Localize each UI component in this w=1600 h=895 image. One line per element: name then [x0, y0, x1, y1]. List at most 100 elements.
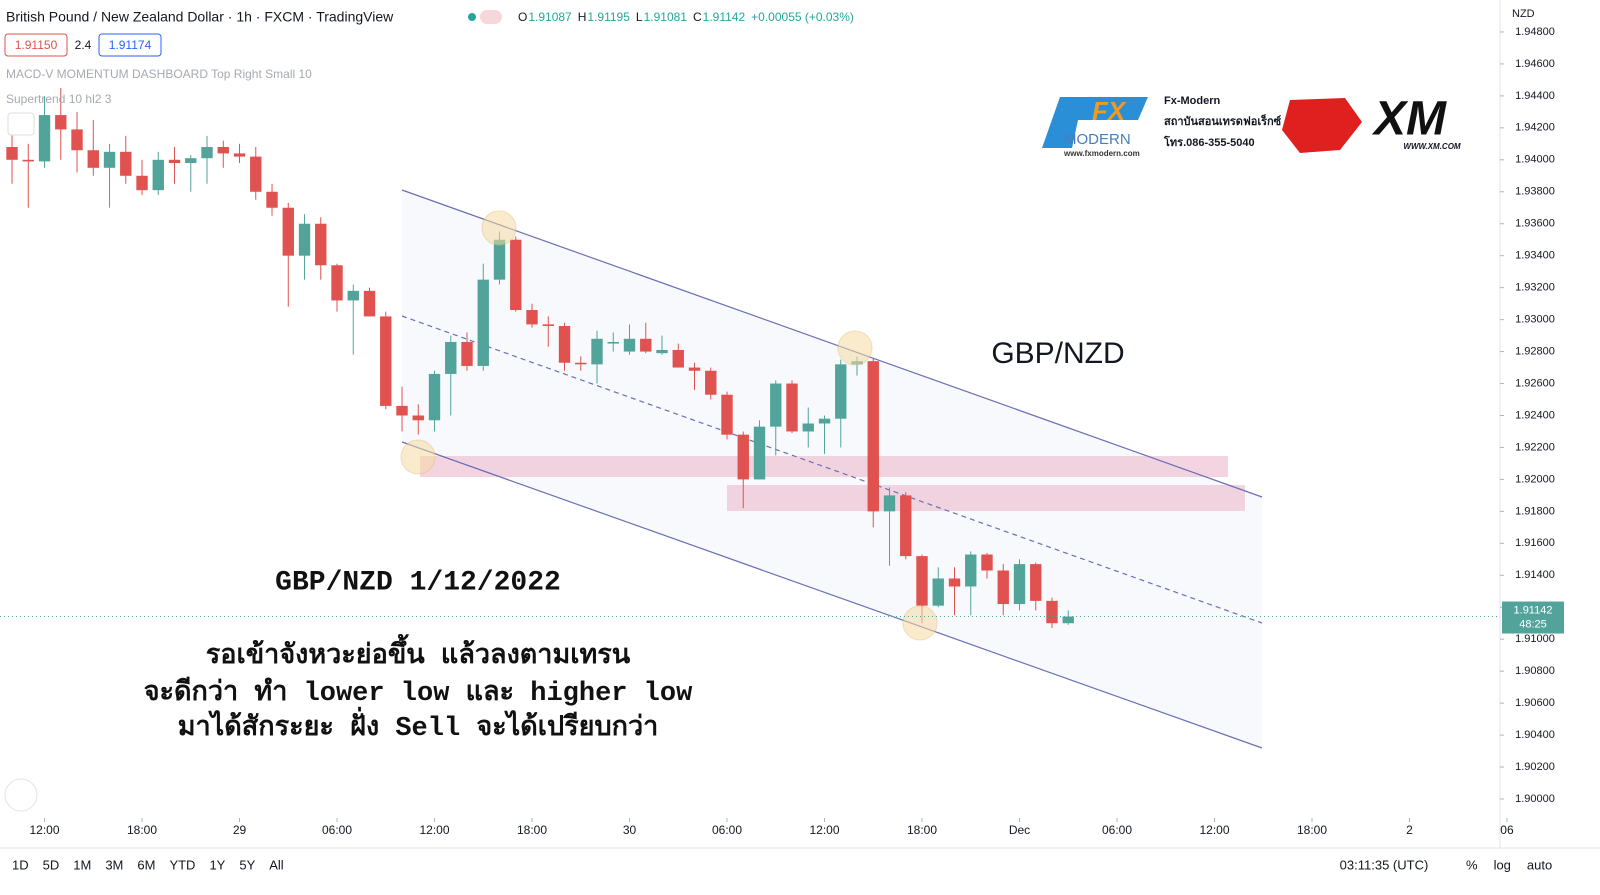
candle-body	[233, 153, 246, 157]
logo-shape	[1042, 97, 1148, 148]
y-tick-label: 1.91000	[1515, 633, 1555, 645]
candle-body	[753, 426, 766, 480]
indicator: MACD-V MOMENTUM DASHBOARD Top Right Smal…	[6, 67, 312, 81]
candle-body	[445, 341, 457, 374]
candle-body	[6, 147, 18, 160]
range-button[interactable]: 1M	[73, 857, 91, 872]
candle-body	[136, 175, 148, 191]
candle-body	[412, 415, 424, 421]
ohlc-value: 1.91142	[703, 10, 746, 24]
candle-body	[298, 223, 311, 256]
x-tick-label: 2	[1406, 823, 1413, 837]
logo-fx: FX MODERN www.fxmodern.com Fx-Modern สถา…	[1042, 95, 1282, 158]
range-button[interactable]: 1D	[12, 857, 29, 872]
candle-body	[168, 159, 181, 163]
y-tick-label: 1.94000	[1515, 154, 1555, 166]
logo-text: WWW.XM.COM	[1403, 142, 1461, 151]
candle-body	[916, 556, 928, 606]
option-button[interactable]: auto	[1527, 857, 1552, 872]
marker	[481, 210, 517, 246]
candle-body	[55, 115, 67, 130]
x-tick-label: 18:00	[1297, 823, 1327, 837]
marker	[902, 605, 938, 641]
candle-body	[623, 338, 636, 352]
channel-line	[401, 441, 1263, 749]
currency[interactable]: NZD	[1512, 8, 1535, 20]
marker	[400, 439, 436, 475]
range-button[interactable]: All	[269, 857, 284, 872]
symbol-title: British Pound / New Zealand Dollar · 1h …	[6, 9, 394, 25]
candle-body	[526, 310, 538, 325]
x-tick-label: 06:00	[712, 823, 742, 837]
last-price-box	[1502, 601, 1564, 634]
indicator: Supertrend 10 hl2 3	[6, 92, 112, 106]
ohlc-key: C	[693, 10, 702, 24]
range-button[interactable]: 1Y	[209, 857, 225, 872]
option-button[interactable]: %	[1466, 857, 1478, 872]
ohlc-change: +0.00055 (+0.03%)	[751, 10, 854, 24]
candle-body	[461, 341, 473, 366]
y-tick-label: 1.90800	[1515, 665, 1555, 677]
candle-body	[347, 290, 359, 301]
range-button[interactable]: 6M	[137, 857, 155, 872]
logo-text: FX	[1092, 96, 1127, 126]
range-button[interactable]: 3M	[105, 857, 123, 872]
candle-body	[380, 316, 392, 406]
clock: 03:11:35 (UTC)	[1340, 857, 1429, 872]
candle-body	[1062, 616, 1074, 624]
x-tick-label: 18:00	[127, 823, 157, 837]
y-tick-label: 1.94800	[1515, 26, 1555, 38]
y-tick-label: 1.91400	[1515, 569, 1555, 581]
annotation: จะดีกว่า ทำ lower low และ higher low	[144, 676, 693, 709]
range-button[interactable]: 5Y	[239, 857, 255, 872]
candle-body	[185, 158, 197, 163]
logo-text: โทร.086-355-5040	[1163, 135, 1255, 149]
candle-body	[932, 578, 944, 606]
x-tick-label: 12:00	[809, 823, 839, 837]
candles	[6, 87, 1074, 629]
x-tick-label: 12:00	[1199, 823, 1229, 837]
ask-box[interactable]	[98, 33, 162, 57]
y-tick-label: 1.90000	[1515, 793, 1555, 805]
candle-body	[640, 338, 652, 352]
ohlc-key: O	[518, 10, 527, 24]
option-button[interactable]: log	[1494, 857, 1511, 872]
candle-body	[428, 373, 441, 421]
x-tick-label: 06	[1500, 823, 1514, 837]
marker	[837, 330, 873, 366]
candle-body	[981, 554, 993, 571]
candle-body	[120, 151, 132, 176]
y-tick-label: 1.93600	[1515, 218, 1555, 230]
y-tick-label: 1.92000	[1515, 473, 1555, 485]
candle-body	[997, 570, 1009, 605]
y-tick-label: 1.92600	[1515, 377, 1555, 389]
y-tick-label: 1.92200	[1515, 441, 1555, 453]
candle-body	[71, 129, 83, 151]
annotation: มาได้สักระยะ ฝั่ง Sell จะได้เปรียบกว่า	[178, 706, 659, 744]
y-tick-label: 1.91800	[1515, 505, 1555, 517]
bid-box[interactable]	[4, 33, 68, 57]
x-tick-label: 18:00	[907, 823, 937, 837]
candle-body	[282, 207, 294, 256]
range-button[interactable]: 5D	[43, 857, 60, 872]
candle-body	[672, 349, 684, 368]
channel-line	[401, 189, 1263, 498]
countdown: 48:25	[1519, 618, 1547, 630]
y-tick-label: 1.92400	[1515, 409, 1555, 421]
candle-body	[22, 159, 34, 162]
candle-body	[315, 223, 327, 266]
candle-body	[737, 434, 749, 480]
candle-body	[266, 191, 278, 208]
range-button[interactable]: YTD	[169, 857, 195, 872]
collapse-button[interactable]	[7, 112, 35, 136]
tv-logo	[4, 778, 38, 812]
candle-body	[363, 290, 376, 317]
y-tick-label: 1.94400	[1515, 90, 1555, 102]
candle-body	[965, 554, 977, 587]
y-tick-label: 1.93200	[1515, 282, 1555, 294]
logo-text: สถาบันสอนเทรดฟอเร็กซ์	[1164, 114, 1282, 128]
candle-body	[705, 370, 717, 395]
last-price-label: 1.91142	[1514, 604, 1553, 616]
x-tick-label: 30	[623, 823, 637, 837]
